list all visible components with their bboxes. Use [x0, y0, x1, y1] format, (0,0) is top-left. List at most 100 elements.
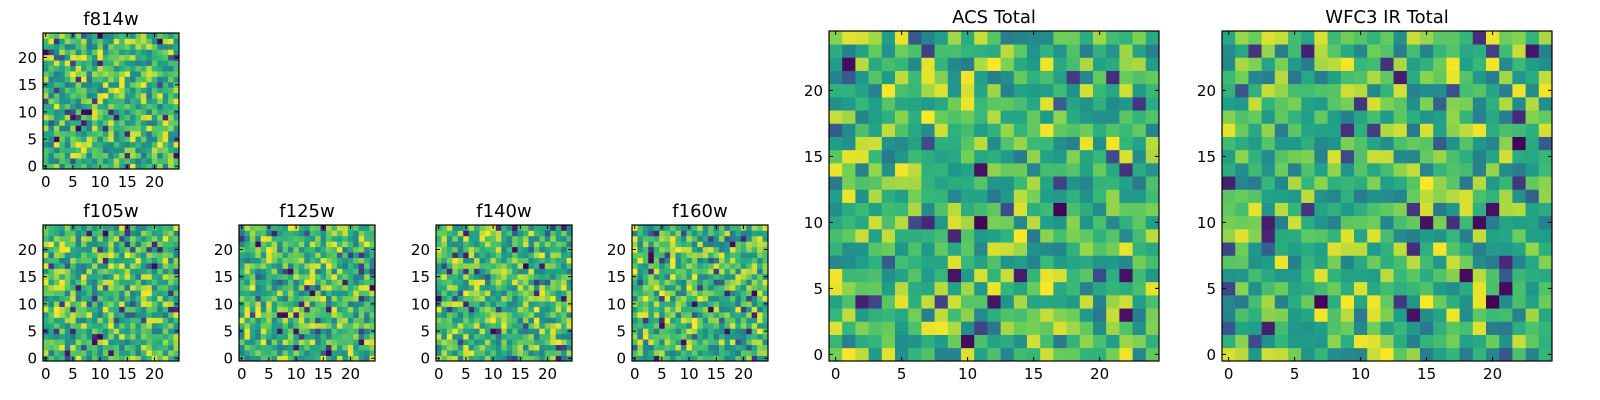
heatmap-cell	[479, 306, 486, 313]
heatmap-cell	[908, 202, 922, 217]
x-tick-label: 20	[145, 365, 164, 383]
heatmap-cell	[331, 328, 338, 335]
heatmap-cell	[868, 321, 883, 335]
heatmap-cell	[724, 257, 731, 264]
heatmap-cell	[70, 235, 76, 242]
heatmap-cell	[691, 246, 698, 253]
heatmap-cell	[102, 130, 109, 137]
heatmap-cell	[1446, 136, 1460, 151]
heatmap-cell	[157, 235, 164, 242]
heatmap-cell	[1525, 255, 1540, 269]
heatmap-cell	[729, 339, 736, 346]
heatmap-cell	[474, 246, 480, 253]
heatmap-cell	[642, 350, 649, 356]
heatmap-cell	[102, 350, 109, 356]
y-tick-label: 20	[18, 241, 37, 259]
heatmap-cell	[336, 230, 343, 237]
heatmap-cell	[974, 347, 988, 362]
heatmap-cell	[119, 273, 125, 280]
heatmap-cell	[457, 225, 464, 231]
heatmap-cell	[1145, 44, 1160, 58]
heatmap-cell	[48, 87, 55, 94]
heatmap-cell	[1525, 136, 1540, 151]
heatmap-cell	[1327, 242, 1342, 256]
heatmap-cell	[512, 333, 518, 340]
heatmap-cell	[157, 284, 164, 291]
heatmap-cell	[1222, 334, 1236, 349]
heatmap-cell	[293, 328, 300, 335]
heatmap-cell	[484, 225, 491, 231]
heatmap-cell	[108, 98, 115, 105]
heatmap-cell	[555, 306, 562, 313]
y-tick-label: 0	[27, 158, 37, 176]
heatmap-cell	[249, 263, 256, 269]
heatmap-cell	[244, 230, 251, 237]
heatmap-cell	[544, 344, 551, 351]
heatmap-cell	[140, 257, 147, 264]
heatmap-cell	[908, 308, 922, 322]
heatmap-cell	[353, 230, 360, 237]
heatmap-cell	[670, 225, 676, 231]
heatmap-cell	[680, 230, 687, 237]
heatmap-cell	[1314, 31, 1328, 45]
heatmap-cell	[490, 263, 497, 269]
heatmap-cell	[680, 328, 687, 335]
heatmap-cell	[260, 355, 267, 362]
heatmap-cell	[868, 44, 883, 58]
heatmap-cell	[244, 312, 251, 318]
heatmap-cell	[293, 306, 300, 313]
heatmap-cell	[1274, 189, 1289, 203]
heatmap-cell	[168, 273, 174, 280]
heatmap-cell	[59, 163, 66, 170]
heatmap-cell	[315, 273, 321, 280]
heatmap-cell	[484, 290, 491, 297]
heatmap-cell	[746, 246, 753, 253]
heatmap-cell	[735, 295, 742, 302]
heatmap-cell	[81, 98, 87, 105]
heatmap-cell	[1040, 321, 1054, 335]
heatmap-cell	[97, 350, 104, 356]
heatmap-cell	[320, 350, 327, 356]
heatmap-cell	[353, 306, 360, 313]
heatmap-cell	[315, 317, 321, 324]
heatmap-cell	[157, 230, 164, 237]
heatmap-cell	[842, 44, 856, 58]
heatmap-cell	[921, 215, 935, 230]
heatmap-cell	[1119, 202, 1133, 217]
heatmap-cell	[151, 263, 158, 269]
heatmap-cell	[512, 344, 518, 351]
heatmap-cell	[479, 339, 486, 346]
heatmap-cell	[1512, 97, 1526, 111]
heatmap-cell	[842, 202, 856, 217]
heatmap-cell	[151, 114, 158, 121]
heatmap-cell	[523, 241, 529, 248]
heatmap-cell	[987, 97, 1001, 111]
x-tick-label: 0	[237, 365, 247, 383]
heatmap-cell	[1093, 44, 1107, 58]
heatmap-cell	[146, 301, 153, 307]
heatmap-cell	[1235, 97, 1249, 111]
heatmap-cell	[48, 120, 55, 126]
heatmap-cell	[463, 350, 469, 356]
heatmap-cell	[642, 322, 649, 329]
heatmap-cell	[446, 301, 453, 307]
heatmap-cell	[1222, 202, 1236, 217]
heatmap-cell	[1053, 334, 1067, 349]
heatmap-cell	[1380, 136, 1394, 151]
heatmap-cell	[1301, 110, 1315, 124]
heatmap-cell	[140, 49, 147, 56]
heatmap-cell	[921, 176, 935, 190]
heatmap-cell	[868, 136, 883, 151]
heatmap-cell	[713, 322, 720, 329]
heatmap-cell	[1027, 281, 1041, 296]
heatmap-cell	[1040, 215, 1054, 230]
heatmap-cell	[48, 317, 55, 324]
heatmap-cell	[249, 225, 256, 231]
heatmap-cell	[48, 103, 55, 110]
heatmap-cell	[1079, 136, 1094, 151]
heatmap-cell	[81, 306, 87, 313]
heatmap-cell	[81, 141, 87, 148]
heatmap-cell	[1288, 57, 1302, 71]
heatmap-cell	[1499, 268, 1513, 283]
y-tick-label: 15	[804, 148, 823, 166]
